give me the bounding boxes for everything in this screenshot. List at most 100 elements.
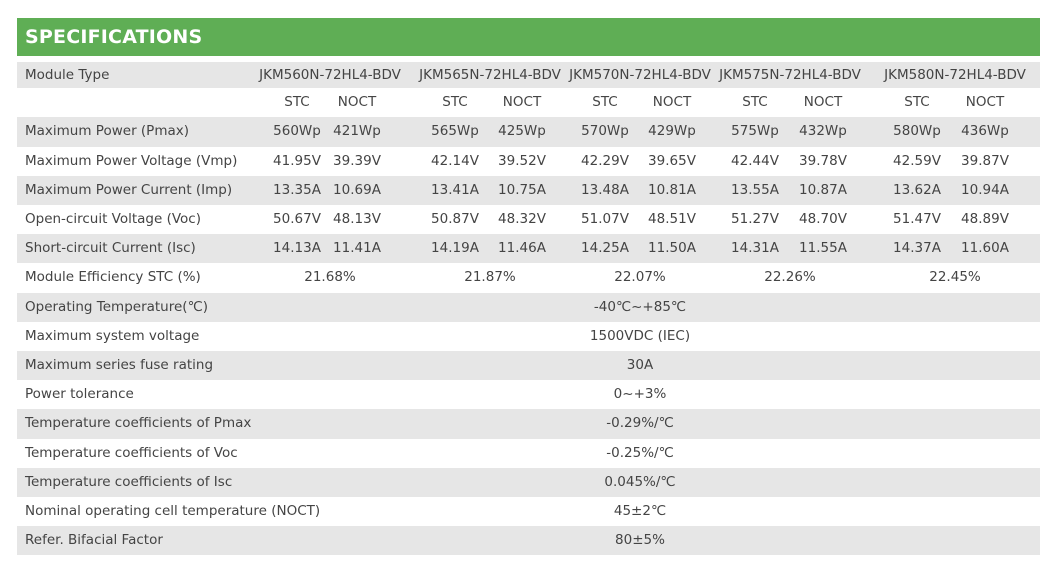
cell-value: 41.95V (273, 152, 321, 169)
cell-value: 575Wp (731, 123, 779, 140)
row-label: Temperature coefficients of Pmax (25, 415, 252, 432)
cell-value: 10.75A (498, 181, 546, 198)
cell-value: 11.46A (498, 240, 546, 257)
sub-header: NOCT (337, 94, 377, 111)
cell-value: 48.51V (648, 211, 696, 228)
cell-value: 50.87V (431, 211, 479, 228)
sub-header: NOCT (652, 94, 692, 111)
cell-value: 48.70V (799, 211, 847, 228)
row-label: Power tolerance (25, 386, 134, 403)
cell-value: 13.62A (893, 181, 941, 198)
row-label: Refer. Bifacial Factor (25, 532, 163, 549)
cell-value: 421Wp (333, 123, 381, 140)
cell-value: 22.45% (929, 269, 981, 286)
sub-header: STC (742, 94, 768, 111)
cell-value: 39.65V (648, 152, 696, 169)
sub-header: STC (284, 94, 310, 111)
model-name: JKM570N-72HL4-BDV (569, 67, 711, 83)
table-row: Maximum system voltage 1500VDC (IEC) (17, 322, 1040, 351)
sub-header: NOCT (965, 94, 1005, 111)
cell-value: 42.59V (893, 152, 941, 169)
cell-value: 11.41A (333, 240, 381, 257)
cell-value: 14.25A (581, 240, 629, 257)
cell-value: 50.67V (273, 211, 321, 228)
cell-value: 565Wp (431, 123, 479, 140)
row-label: Nominal operating cell temperature (NOCT… (25, 503, 321, 520)
row-label: Module Type (25, 67, 110, 83)
cell-value: 48.32V (498, 211, 546, 228)
cell-value: 22.07% (614, 269, 666, 286)
table-row: Temperature coefficients of Voc -0.25%/℃ (17, 439, 1040, 468)
cell-value: 429Wp (648, 123, 696, 140)
row-label: Temperature coefficients of Isc (25, 473, 233, 490)
cell-value: 21.68% (304, 269, 356, 286)
cell-value: 436Wp (961, 123, 1009, 140)
sub-header: STC (592, 94, 618, 111)
table-row: Module Efficiency STC (%) 21.68% 21.87% 22.… (17, 263, 1040, 292)
row-label: Open-circuit Voltage (Voc) (25, 211, 202, 228)
table-row: Maximum Power Voltage (Vmp) 41.95V 39.39V 4… (17, 147, 1040, 176)
cell-value: 1500VDC (IEC) (589, 327, 691, 344)
cell-value: 0~+3% (613, 386, 667, 403)
cell-value: 39.52V (498, 152, 546, 169)
row-label: Maximum Power (Pmax) (25, 123, 190, 140)
sub-header: NOCT (803, 94, 843, 111)
table-row: Operating Temperature(℃) -40℃~+85℃ (17, 292, 1040, 322)
row-label: Maximum system voltage (25, 327, 200, 344)
model-name: JKM565N-72HL4-BDV (419, 67, 561, 83)
sub-header: NOCT (502, 94, 542, 111)
cell-value: -0.29%/℃ (606, 415, 674, 432)
table-row: Open-circuit Voltage (Voc) 50.67V 48.13V 50… (17, 205, 1040, 234)
cell-value: 39.39V (333, 152, 381, 169)
cell-value: 51.27V (731, 211, 779, 228)
cell-value: 0.045%/℃ (604, 473, 676, 490)
title-bar: SPECIFICATIONS (17, 18, 1040, 56)
model-name: JKM575N-72HL4-BDV (719, 67, 861, 83)
cell-value: 570Wp (581, 123, 629, 140)
cell-value: 39.87V (961, 152, 1009, 169)
cell-value: 13.41A (431, 181, 479, 198)
cell-value: 51.07V (581, 211, 629, 228)
row-label: Maximum Power Current (Imp) (25, 181, 233, 198)
cell-value: 42.44V (731, 152, 779, 169)
cell-value: 21.87% (464, 269, 516, 286)
table-row: Temperature coefficients of Pmax -0.29%/℃ (17, 409, 1040, 439)
cell-value: 14.13A (273, 240, 321, 257)
cell-value: 432Wp (799, 123, 847, 140)
table-row: Refer. Bifacial Factor 80±5% (17, 526, 1040, 556)
cell-value: 11.60A (961, 240, 1009, 257)
row-label: Maximum series fuse rating (25, 357, 214, 374)
cell-value: 39.78V (799, 152, 847, 169)
cell-value: 425Wp (498, 123, 546, 140)
cell-value: -40℃~+85℃ (593, 298, 687, 315)
row-label: Operating Temperature(℃) (25, 298, 208, 315)
table-row: Nominal operating cell temperature (NOCT… (17, 497, 1040, 526)
cell-value: 13.48A (581, 181, 629, 198)
cell-value: 48.13V (333, 211, 381, 228)
sub-header: STC (904, 94, 930, 111)
table-row: STC NOCT STC NOCT STC NOCT STC NOCT STC NOCT (17, 88, 1040, 117)
cell-value: 42.14V (431, 152, 479, 169)
cell-value: 11.55A (799, 240, 847, 257)
model-name: JKM560N-72HL4-BDV (259, 67, 401, 83)
sub-header: STC (442, 94, 468, 111)
table-row: Module Type JKM560N-72HL4-BDV JKM565N-72HL… (17, 62, 1040, 88)
table-row: Short-circuit Current (Isc) 14.13A 11.41A 1… (17, 234, 1040, 264)
cell-value: 13.55A (731, 181, 779, 198)
row-label: Short-circuit Current (Isc) (25, 240, 196, 257)
table-row: Maximum Power (Pmax) 560Wp 421Wp 565Wp 425Wp… (17, 117, 1040, 147)
cell-value: 14.19A (431, 240, 479, 257)
cell-value: 80±5% (615, 532, 665, 549)
cell-value: 10.69A (333, 181, 381, 198)
cell-value: 580Wp (893, 123, 941, 140)
cell-value: 22.26% (764, 269, 816, 286)
cell-value: 560Wp (273, 123, 321, 140)
cell-value: -0.25%/℃ (606, 444, 674, 461)
cell-value: 11.50A (648, 240, 696, 257)
table-row: Maximum series fuse rating 30A (17, 351, 1040, 381)
row-label: Maximum Power Voltage (Vmp) (25, 152, 238, 169)
cell-value: 14.31A (731, 240, 779, 257)
cell-value: 30A (626, 357, 654, 374)
table-row: Temperature coefficients of Isc 0.045%/℃ (17, 467, 1040, 498)
